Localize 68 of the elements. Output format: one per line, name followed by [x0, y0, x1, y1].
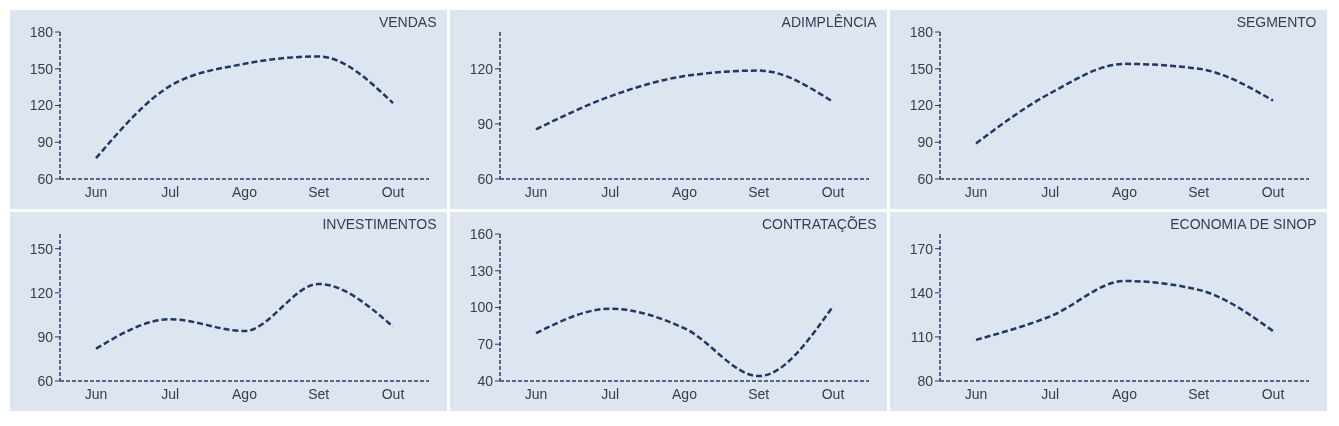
chart-title: CONTRATAÇÕES [761, 215, 877, 232]
x-tick-label: Jul [600, 385, 619, 402]
x-tick-label: Ago [671, 385, 697, 402]
y-tick-label: 60 [36, 170, 53, 187]
x-tick-label: Jun [84, 385, 107, 402]
y-tick-label: 170 [909, 240, 933, 257]
y-tick-label: 60 [916, 170, 933, 187]
chart-title: SEGMENTO [1236, 13, 1317, 30]
y-tick-label: 180 [909, 23, 933, 40]
x-tick-label: Out [381, 183, 404, 200]
x-tick-label: Set [747, 385, 769, 402]
x-tick-label: Out [1261, 183, 1284, 200]
x-tick-label: Set [1187, 385, 1209, 402]
line-series [534, 68, 834, 131]
y-tick-label: 150 [909, 60, 933, 77]
y-tick-label: 90 [916, 133, 933, 150]
x-tick-label: Jun [964, 385, 987, 402]
line-series [94, 54, 394, 159]
y-tick-label: 90 [476, 115, 493, 132]
y-tick-label: 160 [469, 225, 493, 242]
x-tick-label: Set [1187, 183, 1209, 200]
y-tick-label: 80 [916, 372, 933, 389]
y-tick-label: 150 [29, 60, 53, 77]
line-series [534, 304, 834, 377]
x-tick-label: Ago [1111, 183, 1137, 200]
y-tick-label: 110 [910, 328, 933, 345]
y-tick-label: 140 [909, 284, 933, 301]
x-tick-label: Jun [964, 183, 987, 200]
x-tick-label: Set [307, 183, 329, 200]
line-series [94, 282, 394, 350]
x-tick-label: Jul [600, 183, 619, 200]
line-series [974, 279, 1274, 341]
y-tick-label: 90 [36, 328, 53, 345]
x-tick-label: Ago [231, 385, 257, 402]
y-tick-label: 60 [476, 170, 493, 187]
line-series [974, 62, 1274, 145]
chart-title: ADIMPLÊNCIA [781, 13, 877, 30]
y-tick-label: 60 [36, 372, 53, 389]
y-tick-label: 130 [469, 262, 493, 279]
x-tick-label: Set [307, 385, 329, 402]
y-tick-label: 120 [29, 284, 53, 301]
y-tick-label: 120 [909, 96, 933, 113]
x-tick-label: Out [821, 183, 844, 200]
y-tick-label: 70 [476, 335, 493, 352]
x-tick-label: Jul [1040, 183, 1059, 200]
x-tick-label: Ago [231, 183, 257, 200]
chart-title: VENDAS [378, 13, 437, 30]
y-tick-label: 120 [469, 60, 493, 77]
x-tick-label: Jul [1040, 385, 1059, 402]
y-tick-label: 40 [476, 372, 493, 389]
y-tick-label: 150 [29, 240, 53, 257]
x-tick-label: Set [747, 183, 769, 200]
x-tick-label: Jun [524, 385, 547, 402]
x-tick-label: Ago [1111, 385, 1137, 402]
x-tick-label: Out [821, 385, 844, 402]
y-tick-label: 120 [29, 96, 53, 113]
x-tick-label: Out [381, 385, 404, 402]
chart-title: INVESTIMENTOS [322, 215, 437, 232]
y-tick-label: 100 [469, 298, 493, 315]
x-tick-label: Ago [671, 183, 697, 200]
x-tick-label: Out [1261, 385, 1284, 402]
y-tick-label: 90 [36, 133, 53, 150]
x-tick-label: Jul [160, 183, 179, 200]
chart-title: ECONOMIA DE SINOP [1170, 215, 1317, 232]
x-tick-label: Jul [160, 385, 179, 402]
x-tick-label: Jun [84, 183, 107, 200]
y-tick-label: 180 [29, 23, 53, 40]
x-tick-label: Jun [524, 183, 547, 200]
